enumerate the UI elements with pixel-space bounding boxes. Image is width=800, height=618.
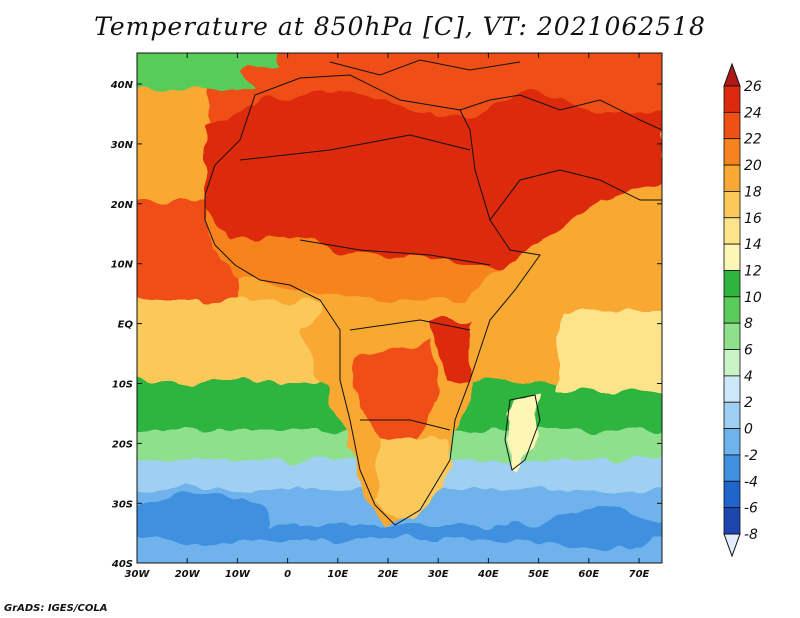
axis-ticks [136,53,662,564]
colorbar-segment [723,480,741,509]
lat-tick-label: 40S [111,559,133,570]
lon-tick-label: 30E [428,569,449,580]
colorbar-segment [723,111,741,140]
lon-tick-label: 50E [528,569,549,580]
lon-tick-label: 40E [477,569,499,580]
temperature-field [137,53,662,563]
longitude-labels: 30W 20W 10W 0 10E 20E 30E 40E 50E 60E 70E [125,569,650,580]
colorbar [723,62,741,558]
latitude-labels: 40N 30N 20N 10N EQ 10S 20S 30S 40S [110,80,134,570]
colorbar-label: 16 [744,211,762,227]
colorbar-label: -2 [744,448,758,464]
colorbar-segment [723,243,741,271]
lon-tick-label: 60E [578,569,599,580]
lat-tick-label: 20S [112,439,133,450]
colorbar-label: 4 [744,369,753,385]
colorbar-segment [723,270,741,298]
colorbar-bottom-arrow [723,533,741,558]
lat-tick-label: 10S [112,380,133,391]
colorbar-segment [723,454,741,482]
lon-tick-label: 10E [327,569,348,580]
colorbar-label: 24 [744,105,762,121]
colorbar-top-arrow [723,62,741,87]
colorbar-label: 0 [744,422,753,438]
colorbar-segment [723,507,741,535]
colorbar-segment [723,164,741,192]
colorbar-label: 14 [744,237,762,253]
colorbar-label: 8 [744,316,753,332]
lon-tick-label: 20E [378,569,399,580]
lon-tick-label: 10W [225,569,251,580]
colorbar-label: 6 [744,343,753,359]
colorbar-label: 2 [744,395,753,411]
colorbar-label: 20 [744,158,762,174]
colorbar-label: -4 [744,474,758,490]
colorbar-segment [723,217,741,245]
coastlines [204,59,662,526]
colorbar-segment [723,375,741,403]
colorbar-segment [723,138,741,166]
colorbar-label: 10 [744,290,762,306]
lat-tick-label: 40N [110,80,134,91]
colorbar-segment [723,85,741,113]
lat-tick-label: 10N [111,260,134,271]
colorbar-segment [723,401,741,429]
colorbar-label: 12 [744,263,762,279]
colorbar-label: 18 [744,184,762,200]
plot-frame [136,52,663,564]
colorbar-segment [723,322,741,350]
lat-tick-label: 30S [112,499,133,510]
colorbar-segment [723,296,741,324]
colorbar-segment [723,349,741,377]
lat-tick-label: 30N [111,140,134,151]
colorbar-label: -6 [744,501,758,517]
colorbar-segment [723,191,741,219]
lat-tick-label: 20N [111,200,134,211]
colorbar-label: -8 [744,527,758,543]
credit-text: GrADS: IGES/COLA [4,603,108,614]
lat-tick-label: EQ [118,320,134,331]
map-title: Temperature at 850hPa [C], VT: 202106251… [94,12,706,41]
colorbar-segment [723,428,741,456]
lon-tick-label: 30W [125,569,151,580]
colorbar-label: 22 [744,132,762,148]
lon-tick-label: 0 [284,569,291,580]
colorbar-label: 26 [744,79,762,95]
lon-tick-label: 20W [175,569,201,580]
lon-tick-label: 70E [629,569,650,580]
